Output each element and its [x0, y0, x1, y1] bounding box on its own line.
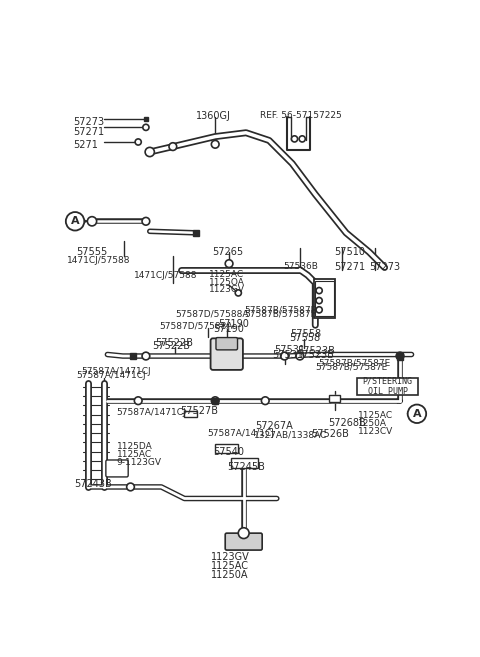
Circle shape	[235, 290, 241, 296]
Circle shape	[225, 260, 233, 267]
Text: 57273: 57273	[369, 262, 400, 272]
Text: 57243B: 57243B	[74, 479, 112, 489]
Bar	[184, 411, 197, 417]
Text: 57558: 57558	[291, 329, 322, 339]
Circle shape	[142, 352, 150, 360]
Text: P/STEERING
OIL PUMP: P/STEERING OIL PUMP	[363, 376, 413, 396]
Circle shape	[291, 136, 298, 142]
Circle shape	[396, 352, 404, 360]
Circle shape	[408, 405, 426, 423]
Text: A: A	[71, 216, 79, 226]
Text: 57587D/57588A: 57587D/57588A	[175, 310, 249, 319]
Bar	[130, 353, 136, 359]
Bar	[193, 230, 199, 236]
Bar	[212, 397, 218, 404]
Circle shape	[211, 397, 219, 405]
Text: 57587D/57588A: 57587D/57588A	[160, 321, 233, 330]
Circle shape	[316, 307, 322, 313]
Text: 1125DA: 1125DA	[117, 442, 152, 451]
Text: 57587A/1471CJ: 57587A/1471CJ	[77, 371, 146, 380]
Text: A: A	[413, 409, 421, 419]
Text: 57536B: 57536B	[284, 262, 319, 271]
Bar	[215, 444, 238, 453]
Text: 57587A/14/1CJ: 57587A/14/1CJ	[207, 429, 275, 438]
Text: 57245B: 57245B	[228, 461, 265, 472]
FancyBboxPatch shape	[216, 338, 238, 350]
Text: 57267A: 57267A	[255, 422, 293, 432]
Text: 9-1123GV: 9-1123GV	[117, 458, 162, 466]
Circle shape	[127, 483, 134, 491]
Text: 57523B: 57523B	[296, 350, 334, 360]
Bar	[187, 411, 194, 417]
Text: 1471CJ/57588: 1471CJ/57588	[67, 256, 131, 265]
Circle shape	[316, 298, 322, 304]
Text: 57527B: 57527B	[180, 406, 218, 416]
Text: 1125AC: 1125AC	[117, 450, 152, 459]
Bar	[315, 281, 334, 316]
Text: 1123CV: 1123CV	[359, 427, 394, 436]
Bar	[230, 459, 258, 468]
Text: 57190: 57190	[218, 319, 249, 329]
Text: 57271: 57271	[73, 127, 104, 137]
Text: REF. 56-57157225: REF. 56-57157225	[260, 111, 342, 120]
Text: 1125AC: 1125AC	[359, 411, 394, 420]
Text: 57587B/57587E: 57587B/57587E	[244, 310, 317, 319]
Text: 1471CJ/57588: 1471CJ/57588	[134, 271, 198, 281]
Circle shape	[142, 217, 150, 225]
Text: 1327AB/1338AC: 1327AB/1338AC	[254, 431, 327, 440]
Bar	[144, 116, 148, 121]
Text: 57587A/1471CJ: 57587A/1471CJ	[117, 409, 186, 417]
Text: 57265: 57265	[212, 246, 243, 257]
Circle shape	[66, 212, 84, 231]
Text: 57587B/57587E: 57587B/57587E	[318, 358, 391, 367]
Circle shape	[316, 288, 322, 294]
Circle shape	[169, 143, 177, 150]
Text: 57190: 57190	[213, 324, 244, 334]
Bar	[357, 378, 419, 395]
Text: 1123GV: 1123GV	[211, 552, 250, 562]
Circle shape	[262, 397, 269, 405]
Text: 57587B/57587E: 57587B/57587E	[244, 306, 317, 315]
FancyBboxPatch shape	[225, 533, 262, 550]
Text: 1125OA: 1125OA	[209, 277, 245, 286]
Text: 1125AC: 1125AC	[211, 561, 249, 571]
Text: 57526B: 57526B	[312, 429, 349, 439]
FancyBboxPatch shape	[211, 338, 243, 370]
Circle shape	[211, 141, 219, 148]
Text: 57531: 57531	[272, 350, 303, 360]
Text: 57510: 57510	[335, 246, 366, 257]
Text: 1125AC: 1125AC	[209, 270, 244, 279]
Text: 57268B: 57268B	[328, 418, 366, 428]
Circle shape	[135, 139, 141, 145]
Bar	[396, 353, 404, 359]
Text: 57587B/57587E: 57587B/57587E	[315, 362, 387, 371]
Circle shape	[281, 352, 288, 360]
Text: 1123GV: 1123GV	[209, 285, 245, 294]
Circle shape	[134, 397, 142, 405]
Circle shape	[143, 124, 149, 131]
Text: 57522B: 57522B	[152, 340, 190, 351]
Bar	[329, 395, 340, 402]
Circle shape	[296, 352, 304, 360]
Text: 57523B: 57523B	[298, 346, 336, 356]
Circle shape	[87, 217, 96, 226]
Text: 57271: 57271	[335, 262, 366, 272]
Circle shape	[299, 136, 305, 142]
FancyBboxPatch shape	[106, 460, 128, 477]
Text: 11250A: 11250A	[211, 570, 249, 580]
Text: 57273: 57273	[73, 118, 104, 127]
Text: 57555: 57555	[77, 246, 108, 257]
Bar	[331, 395, 338, 402]
Text: 57587A/1471CJ: 57587A/1471CJ	[81, 367, 151, 376]
Text: 57558: 57558	[289, 333, 320, 343]
Text: 1250A: 1250A	[359, 419, 387, 428]
Circle shape	[238, 528, 249, 539]
Text: 57522B: 57522B	[155, 338, 193, 348]
Text: 1360GJ: 1360GJ	[196, 111, 231, 121]
Text: 57540: 57540	[214, 447, 245, 457]
Text: 5271: 5271	[73, 141, 97, 150]
Circle shape	[145, 147, 155, 156]
Bar	[314, 279, 336, 317]
Text: 57531: 57531	[274, 346, 305, 355]
